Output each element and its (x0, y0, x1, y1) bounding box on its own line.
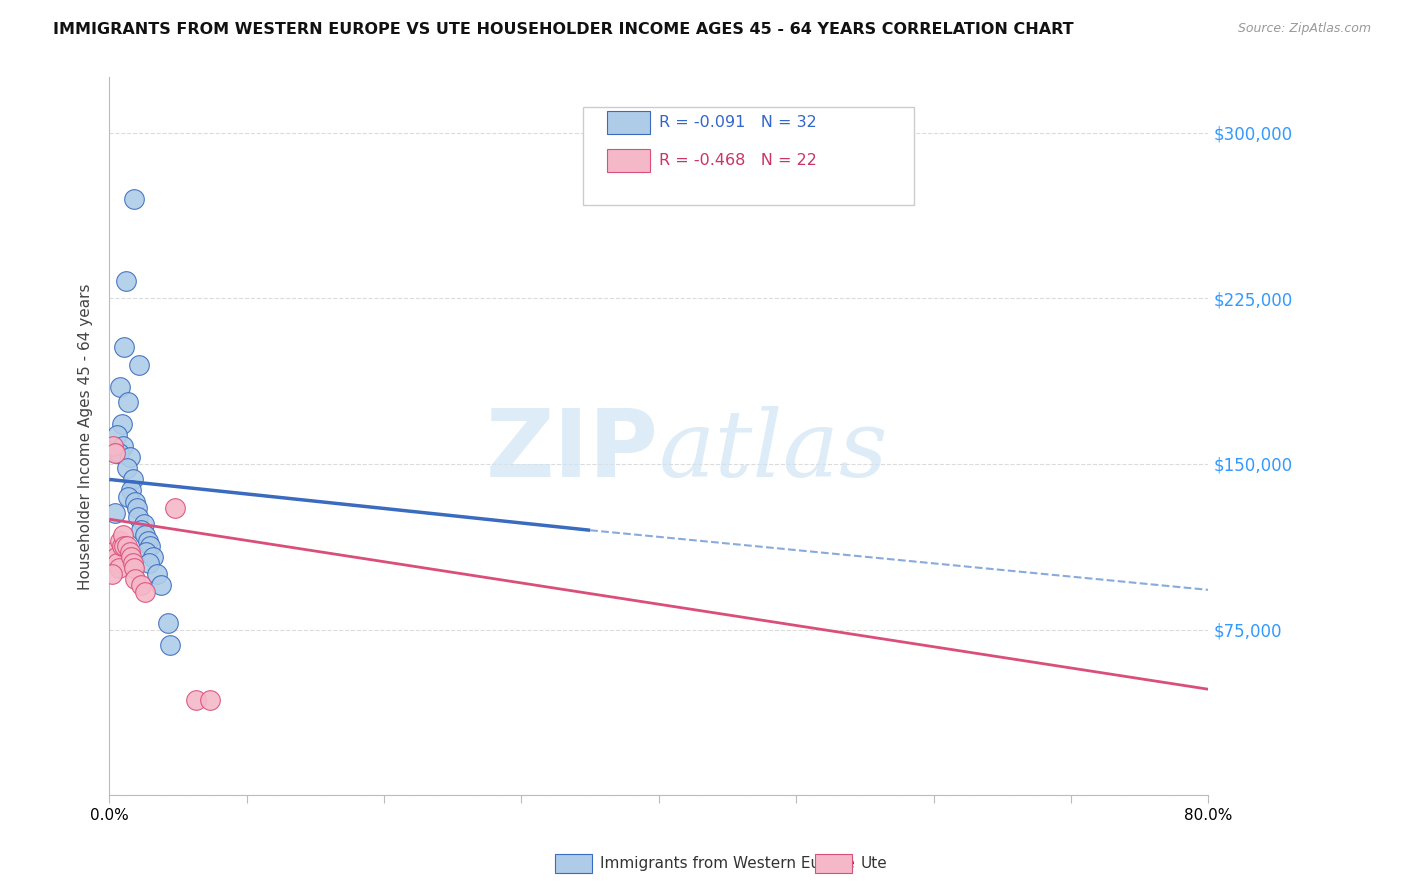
Text: Ute: Ute (860, 856, 887, 871)
Point (117, 490, 139, 504)
Point (121, 557, 143, 571)
Point (159, 638, 181, 652)
Point (139, 539, 162, 553)
Point (110, 534, 132, 549)
Point (122, 192, 145, 206)
Text: IMMIGRANTS FROM WESTERN EUROPE VS UTE HOUSEHOLDER INCOME AGES 45 - 64 YEARS CORR: IMMIGRANTS FROM WESTERN EUROPE VS UTE HO… (53, 22, 1074, 37)
Point (184, 693, 207, 707)
Point (105, 549, 128, 564)
Point (125, 501, 148, 516)
Point (128, 358, 150, 372)
Point (110, 379, 132, 393)
Point (120, 549, 142, 564)
Point (157, 615, 180, 630)
Point (110, 539, 132, 553)
Text: atlas: atlas (659, 406, 889, 496)
Text: ZIP: ZIP (486, 405, 659, 497)
Point (117, 395, 139, 409)
Point (107, 557, 129, 571)
Point (114, 274, 136, 288)
Point (107, 428, 129, 442)
Point (134, 527, 156, 541)
Point (198, 693, 221, 707)
Point (105, 446, 128, 460)
Point (129, 523, 152, 537)
Point (101, 567, 124, 582)
Point (138, 557, 160, 571)
Point (118, 450, 141, 465)
Point (135, 545, 157, 559)
Y-axis label: Householder Income Ages 45 - 64 years: Householder Income Ages 45 - 64 years (79, 283, 93, 590)
Point (134, 585, 156, 599)
Point (124, 494, 146, 508)
Point (112, 539, 135, 553)
Text: Source: ZipAtlas.com: Source: ZipAtlas.com (1237, 22, 1371, 36)
Point (108, 446, 131, 460)
Point (108, 561, 131, 575)
Point (115, 461, 138, 475)
Point (118, 545, 141, 559)
Point (120, 483, 142, 498)
Point (103, 439, 125, 453)
Point (122, 561, 145, 575)
Point (124, 572, 146, 586)
Point (136, 534, 159, 549)
Point (103, 545, 125, 559)
Text: R = -0.468   N = 22: R = -0.468 N = 22 (659, 153, 817, 168)
Point (115, 539, 138, 553)
Point (112, 340, 135, 354)
Point (104, 446, 127, 460)
Text: R = -0.091   N = 32: R = -0.091 N = 32 (659, 115, 817, 129)
Point (111, 439, 134, 453)
Text: Immigrants from Western Europe: Immigrants from Western Europe (600, 856, 855, 871)
Point (121, 472, 143, 486)
Point (111, 527, 134, 541)
Point (127, 510, 149, 524)
Point (165, 501, 187, 516)
Point (110, 417, 132, 432)
Point (129, 578, 152, 592)
Point (142, 549, 165, 564)
Point (146, 567, 169, 582)
Point (132, 516, 155, 531)
Point (150, 578, 173, 592)
Point (104, 506, 127, 520)
